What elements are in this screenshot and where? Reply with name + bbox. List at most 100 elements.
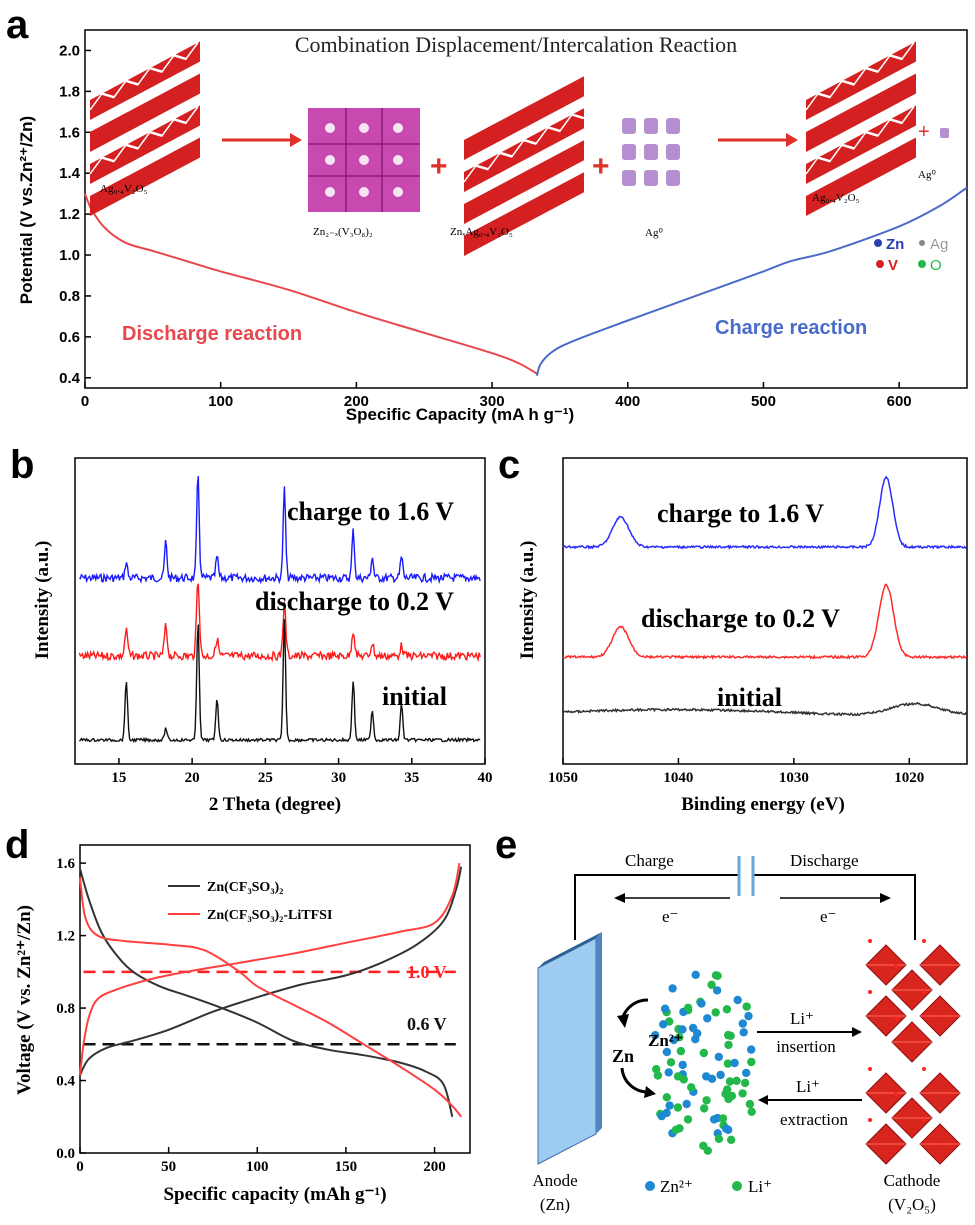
d-ytick-label: 0.0	[56, 1146, 75, 1162]
electron-left: e⁻	[662, 907, 679, 926]
ion-dot	[721, 1089, 730, 1099]
panel-c: c 1050 1040 1030 1020 charge to 1.6 V disch…	[498, 443, 968, 815]
ion-dot	[662, 1047, 672, 1057]
ion-dot	[732, 1076, 741, 1086]
c-xtick-label: 1020	[894, 770, 924, 786]
ion-dot	[740, 1078, 750, 1088]
ion-dot	[747, 1045, 756, 1054]
cycle-arrowhead-bottom	[644, 1086, 656, 1098]
ion-dot	[712, 986, 722, 995]
oxygen-dot	[868, 990, 872, 994]
axes-b: 15 20 25 30 35 40	[111, 758, 493, 786]
li-insertion-ion: Li⁺	[790, 1009, 814, 1028]
plus-sign-3: +	[918, 121, 930, 143]
ion-dot	[744, 1011, 753, 1021]
legend-text-litfsi: Zn(CF₃SO₃)₂-LiTFSI	[207, 908, 332, 923]
oxygen-dot	[868, 1067, 872, 1071]
ion-dot	[653, 1071, 663, 1080]
ion-dot	[713, 971, 722, 980]
d-xtick-label: 50	[161, 1159, 176, 1175]
ion-dot	[659, 1020, 668, 1029]
ion-dot	[678, 1060, 687, 1070]
d-xtick-label: 150	[335, 1159, 358, 1175]
ion-dot	[745, 1099, 755, 1109]
label-zn-ag-v2o5: ZnₓAg₀.₄V₂O₅	[450, 226, 513, 238]
ion-dot	[716, 1070, 725, 1080]
cathode-sub-label: (V₂O₅)	[888, 1195, 936, 1214]
ion-dot	[676, 1046, 686, 1056]
c-series-1	[562, 583, 968, 661]
panel-label-d: d	[5, 823, 29, 867]
oxygen-dot	[894, 1016, 898, 1020]
ion-dot	[682, 1099, 691, 1109]
ion-dot	[738, 1019, 747, 1028]
d-ytick-label: 1.2	[56, 929, 75, 945]
legend-d: Zn(CF₃SO₃)₂ Zn(CF₃SO₃)₂-LiTFSI	[168, 880, 332, 923]
ion-dot	[725, 1077, 735, 1086]
y-axis-label-d: Voltage (V vs. Zn²⁺/Zn)	[14, 905, 35, 1095]
extraction-arrowhead	[758, 1095, 768, 1105]
x-axis-label-c: Binding energy (eV)	[681, 794, 845, 815]
ion-dot	[730, 1058, 739, 1068]
charge-label: Charge	[625, 851, 674, 870]
crystal-ag04v2o5-right	[805, 41, 916, 216]
plus-sign-1: +	[430, 150, 448, 183]
label-ag04v2o5-left: Ag₀.₄V₂O₅	[100, 183, 148, 195]
y-axis-label-c: Intensity (a.u.)	[517, 541, 538, 660]
ion-dot	[697, 999, 706, 1008]
a-xtick-label: 500	[751, 393, 776, 410]
label-ag0-middle: Ag⁰	[645, 227, 663, 239]
ion-dot	[652, 1065, 661, 1074]
chart-title-a: Combination Displacement/Intercalation R…	[295, 32, 737, 57]
c-series-2	[562, 701, 968, 717]
crystal-zn-ag-v2o5	[463, 76, 585, 256]
legend-li-ion: Li⁺	[748, 1177, 772, 1196]
c-xtick-label: 1030	[779, 770, 809, 786]
c-label-charge: charge to 1.6 V	[657, 499, 824, 528]
y-axis-label-b: Intensity (a.u.)	[32, 541, 53, 660]
ion-dot	[664, 1068, 673, 1077]
axes-a: 0 100 200 300 400 500 600 0.4 0.6 0.8 1.0 1.2 1.4 1.6…	[59, 42, 912, 410]
oxygen-dot	[922, 990, 926, 994]
crystal-zn-v3o8	[308, 108, 420, 212]
extraction-label: extraction	[780, 1110, 848, 1129]
ion-dot	[678, 1025, 687, 1034]
a-xtick-label: 200	[344, 393, 369, 410]
oxygen-dot	[868, 1118, 872, 1122]
c-label-discharge: discharge to 0.2 V	[641, 604, 840, 633]
anode-sub-label: (Zn)	[540, 1195, 570, 1214]
insertion-label: insertion	[776, 1037, 836, 1056]
crystal-ag04v2o5-left	[89, 41, 200, 216]
d-ytick-label: 1.6	[56, 856, 75, 872]
legend-li-ion-dot	[732, 1181, 742, 1191]
ion-dot	[722, 1124, 731, 1133]
discharge-arrowhead	[880, 893, 891, 903]
plot-frame-d	[79, 844, 471, 1154]
ref-label-1v: 1.0 V	[407, 962, 447, 982]
d-series-1-discharge	[79, 877, 462, 1118]
ion-dot	[683, 1003, 693, 1012]
c-label-initial: initial	[717, 683, 782, 712]
c-series-0	[562, 475, 967, 551]
b-label-charge: charge to 1.6 V	[287, 497, 454, 526]
ag-atoms-grid	[622, 118, 680, 186]
b-series-2	[78, 619, 481, 744]
b-series-1	[78, 583, 481, 663]
cathode-structure	[865, 939, 961, 1165]
ion-dot	[666, 1058, 676, 1067]
ion-dot	[668, 984, 677, 993]
discharge-label: Discharge	[790, 851, 859, 870]
ref-label-06v: 0.6 V	[407, 1014, 447, 1034]
charge-arrowhead	[614, 893, 625, 903]
panel-label-e: e	[495, 823, 517, 867]
zn2-label: Zn²⁺	[648, 1031, 683, 1050]
ion-dot	[662, 1108, 671, 1118]
ion-dot	[742, 1002, 751, 1011]
a-series-0	[84, 193, 538, 375]
li-extraction-ion: Li⁺	[796, 1077, 820, 1096]
legend-v: V	[888, 257, 898, 274]
plus-sign-2: +	[592, 150, 610, 183]
axes-c: 1050 1040 1030 1020	[548, 758, 924, 786]
element-legend: Zn Ag V O	[874, 236, 948, 274]
